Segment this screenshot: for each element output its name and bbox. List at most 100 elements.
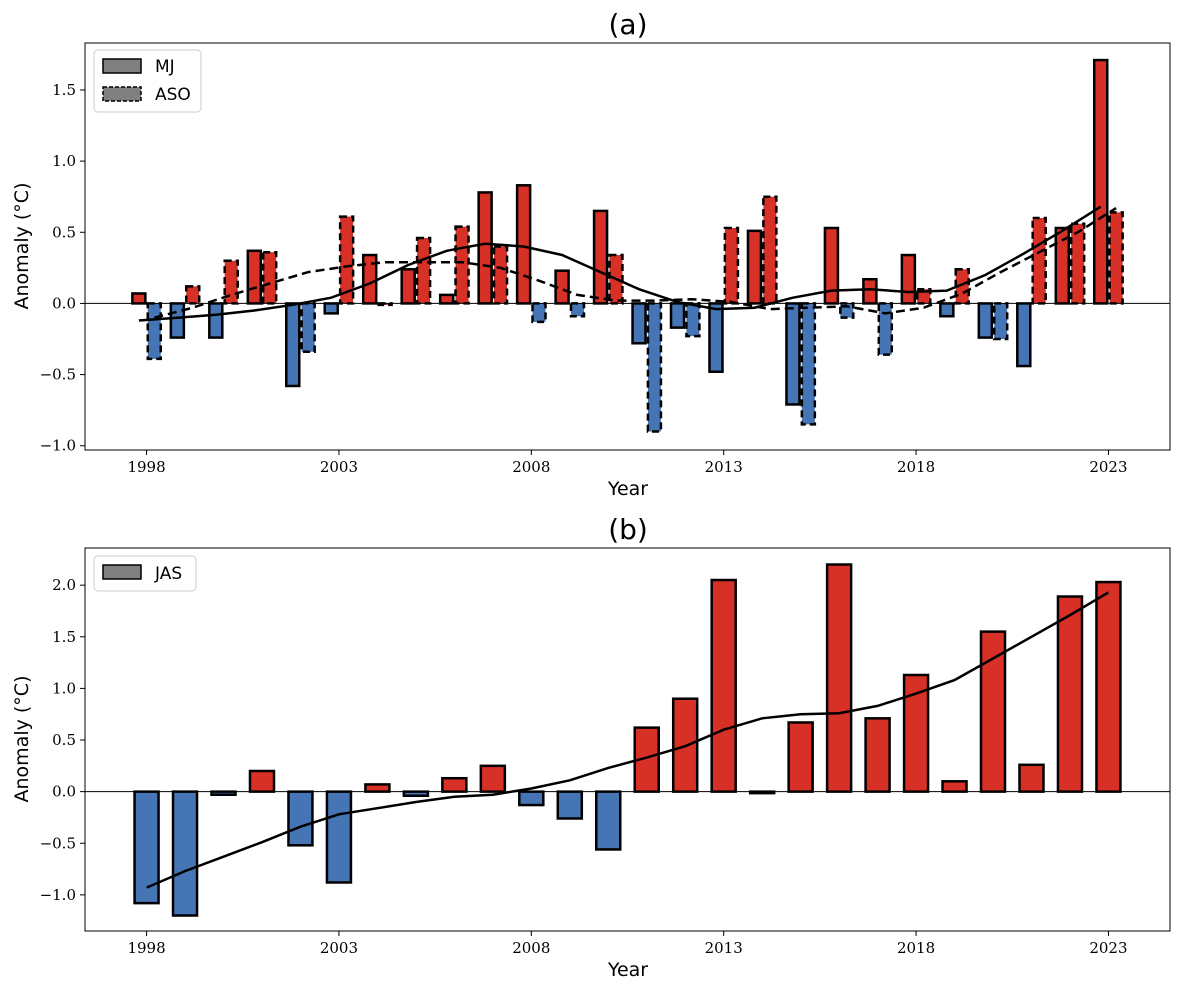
x-tick-label: 2023 <box>1089 939 1127 957</box>
x-tick-label: 2013 <box>705 458 743 476</box>
bar-mj-2003 <box>323 302 339 315</box>
bar-mj-2014 <box>746 229 763 305</box>
bar-jas-2009 <box>556 790 584 820</box>
y-tick-label: 0.0 <box>52 294 76 312</box>
bar-jas-2001 <box>248 769 276 793</box>
trend-line-mj <box>138 205 1102 322</box>
x-tick-label: 1998 <box>127 939 165 957</box>
bar-jas-2006 <box>441 776 468 793</box>
bar-jas-1999 <box>171 790 199 917</box>
y-tick-label: 0.0 <box>52 783 76 801</box>
x-tick-label: 2008 <box>512 939 550 957</box>
bar-aso-2006 <box>454 225 470 305</box>
legend-label-mj: MJ <box>155 57 175 77</box>
panel-a-title: (a) <box>608 8 647 41</box>
panel-a: (a) 1998 2003 2008 2013 2018 2023 −1.0 −0.5 0.0 0… <box>11 8 1171 500</box>
bar-jas-2008 <box>518 790 545 807</box>
y-tick-label: −0.5 <box>40 834 76 852</box>
bar-aso-1999 <box>184 285 201 305</box>
bar-jas-2005 <box>402 790 430 798</box>
panel-b-plot: 1998 2003 2008 2013 2018 2023 −1.0 −0.5 0.0 0.5 1.… <box>40 547 1171 957</box>
bar-aso-2021 <box>1031 216 1047 305</box>
bar-mj-2011 <box>631 302 647 345</box>
x-tick-label: 2003 <box>320 939 358 957</box>
trend-line-aso <box>153 207 1117 319</box>
bar-mj-2012 <box>669 302 686 329</box>
bar-mj-2017 <box>862 277 878 305</box>
bar-aso-2020 <box>992 302 1009 341</box>
y-tick-label: 2.0 <box>52 576 76 594</box>
bar-jas-2003 <box>325 790 353 884</box>
y-tick-label: 0.5 <box>52 223 76 241</box>
y-tick-label: 1.0 <box>52 152 76 170</box>
bar-aso-2005 <box>415 236 432 305</box>
bar-jas-2022 <box>1056 595 1084 793</box>
bar-jas-2020 <box>979 630 1007 793</box>
panel-a-xlabel: Year <box>607 478 648 500</box>
bar-jas-2023 <box>1095 580 1122 793</box>
y-tick-label: 0.5 <box>52 731 76 749</box>
axes-frame <box>84 42 1171 451</box>
y-tick-label: 1.5 <box>52 628 76 646</box>
bar-aso-2001 <box>261 250 278 305</box>
trend-line-jas <box>146 591 1110 889</box>
bar-jas-2010 <box>595 790 622 851</box>
bar-jas-2017 <box>864 717 891 793</box>
bar-jas-2016 <box>825 563 853 793</box>
panel-b-legend: JAS <box>93 555 197 592</box>
bar-mj-1999 <box>169 302 186 339</box>
bar-jas-2015 <box>787 721 814 793</box>
x-tick-label: 2018 <box>897 458 935 476</box>
panel-b-title: (b) <box>608 513 648 546</box>
bar-aso-2003 <box>338 215 355 305</box>
bar-mj-2008 <box>515 184 532 305</box>
panel-a-plot: 1998 2003 2008 2013 2018 2023 −1.0 −0.5 0.0 0.5 1.… <box>40 42 1171 476</box>
bar-mj-2002 <box>285 302 301 388</box>
bar-aso-1998 <box>146 302 163 361</box>
y-tick-label: −1.0 <box>40 437 76 455</box>
y-tick-label: 1.0 <box>52 679 76 697</box>
y-tick-label: −1.0 <box>40 886 76 904</box>
bar-mj-2007 <box>477 191 493 305</box>
bar-aso-2015 <box>800 302 817 426</box>
bar-aso-2013 <box>723 226 740 305</box>
bar-mj-2015 <box>785 302 801 406</box>
x-tick-label: 2023 <box>1089 458 1127 476</box>
bar-mj-2018 <box>900 253 917 305</box>
bar-mj-2005 <box>400 268 416 305</box>
bar-mj-2001 <box>246 249 263 305</box>
panel-b-ylabel: Anomaly (°C) <box>11 676 33 803</box>
legend-swatch-aso <box>102 86 142 102</box>
bar-jas-2004 <box>364 783 391 793</box>
bar-jas-2021 <box>1018 763 1045 793</box>
x-tick-label: 2018 <box>897 939 935 957</box>
bar-aso-2009 <box>569 302 586 318</box>
bar-aso-2002 <box>300 302 316 354</box>
bar-mj-2023 <box>1092 58 1109 305</box>
bar-aso-2011 <box>646 302 663 433</box>
legend-swatch-jas <box>102 564 142 580</box>
bar-mj-2020 <box>977 302 994 339</box>
bar-aso-2008 <box>531 302 547 324</box>
bar-mj-2013 <box>708 302 724 373</box>
x-tick-label: 2013 <box>705 939 743 957</box>
panel-b-xlabel: Year <box>607 959 648 981</box>
bar-aso-2012 <box>685 302 701 338</box>
bar-aso-2014 <box>762 195 778 305</box>
bar-aso-2022 <box>1069 222 1086 305</box>
x-tick-label: 2003 <box>320 458 358 476</box>
bar-jas-2019 <box>941 780 968 793</box>
bar-mj-2006 <box>438 293 455 305</box>
axes-frame <box>84 547 1171 932</box>
bar-aso-2017 <box>877 302 894 356</box>
legend-label-aso: ASO <box>155 85 191 105</box>
bar-mj-2019 <box>939 302 955 318</box>
legend-swatch-mj <box>102 58 142 74</box>
bar-jas-2013 <box>710 578 737 793</box>
bar-jas-2007 <box>479 764 507 793</box>
bar-aso-2007 <box>492 245 509 305</box>
x-tick-label: 2008 <box>512 458 550 476</box>
legend-label-jas: JAS <box>154 564 182 584</box>
bar-aso-2023 <box>1108 211 1124 305</box>
